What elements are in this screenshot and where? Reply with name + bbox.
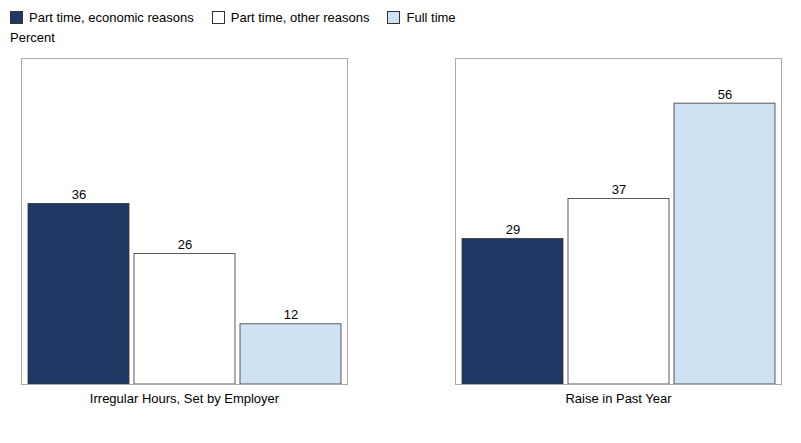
svg-text:29: 29 [506, 222, 520, 237]
svg-text:56: 56 [718, 87, 732, 102]
svg-text:12: 12 [284, 307, 298, 322]
svg-text:Irregular Hours, Set by Employ: Irregular Hours, Set by Employer [90, 391, 280, 406]
html-text:Part time, other reasons: Part time, other reasons [230, 9, 370, 25]
html-text:Full time: Full time [406, 9, 456, 25]
html-text:Part time, economic reasons: Part time, economic reasons [29, 9, 194, 25]
svg-text:26: 26 [178, 237, 192, 252]
svg-text:37: 37 [612, 182, 626, 197]
svg-text:Raise in Past Year: Raise in Past Year [565, 391, 672, 406]
html-text:Percent: Percent [10, 30, 55, 45]
svg-text:36: 36 [72, 187, 86, 202]
